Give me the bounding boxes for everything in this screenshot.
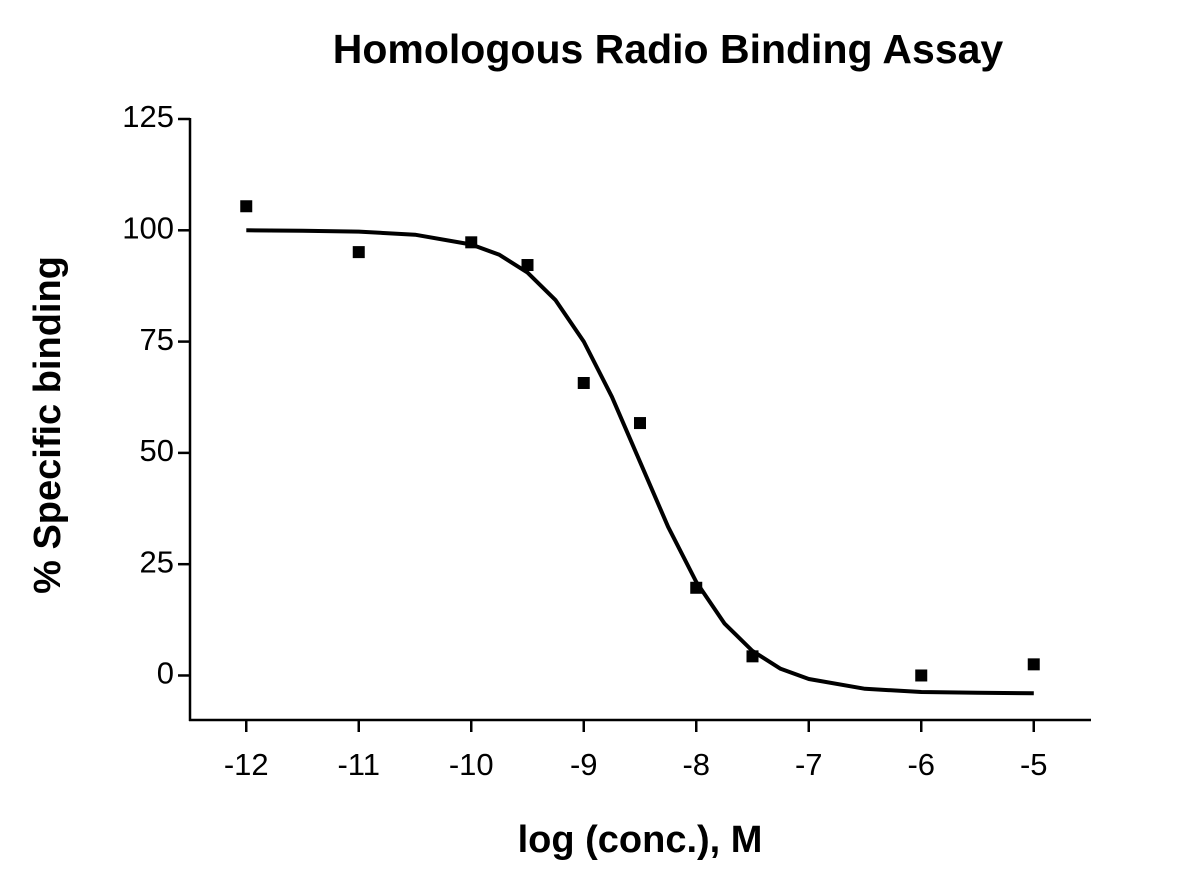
y-tick-label: 50 <box>140 433 174 468</box>
data-point <box>1027 658 1040 671</box>
x-axis-label: log (conc.), M <box>518 819 763 861</box>
x-tick-label: -5 <box>1020 747 1048 782</box>
x-tick-label: -11 <box>337 747 380 782</box>
y-tick-label: 75 <box>140 322 174 357</box>
y-tick-label: 25 <box>140 544 174 579</box>
data-point <box>521 259 534 272</box>
data-point <box>915 669 928 682</box>
chart-title: Homologous Radio Binding Assay <box>333 26 1004 72</box>
data-point <box>577 376 590 389</box>
data-point <box>352 246 365 259</box>
y-axis-label: % Specific binding <box>27 256 69 594</box>
y-tick-label: 100 <box>122 210 174 245</box>
x-tick-label: -8 <box>682 747 710 782</box>
y-tick-label: 125 <box>122 99 174 134</box>
x-tick-label: -6 <box>907 747 935 782</box>
fit-curve <box>246 228 1034 696</box>
y-tick-label: 0 <box>157 656 174 691</box>
data-point <box>240 200 253 213</box>
x-tick-label: -10 <box>449 747 494 782</box>
x-tick-label: -9 <box>570 747 598 782</box>
x-tick-label: -7 <box>795 747 823 782</box>
data-point <box>634 417 646 430</box>
x-tick-label: -12 <box>224 747 269 782</box>
